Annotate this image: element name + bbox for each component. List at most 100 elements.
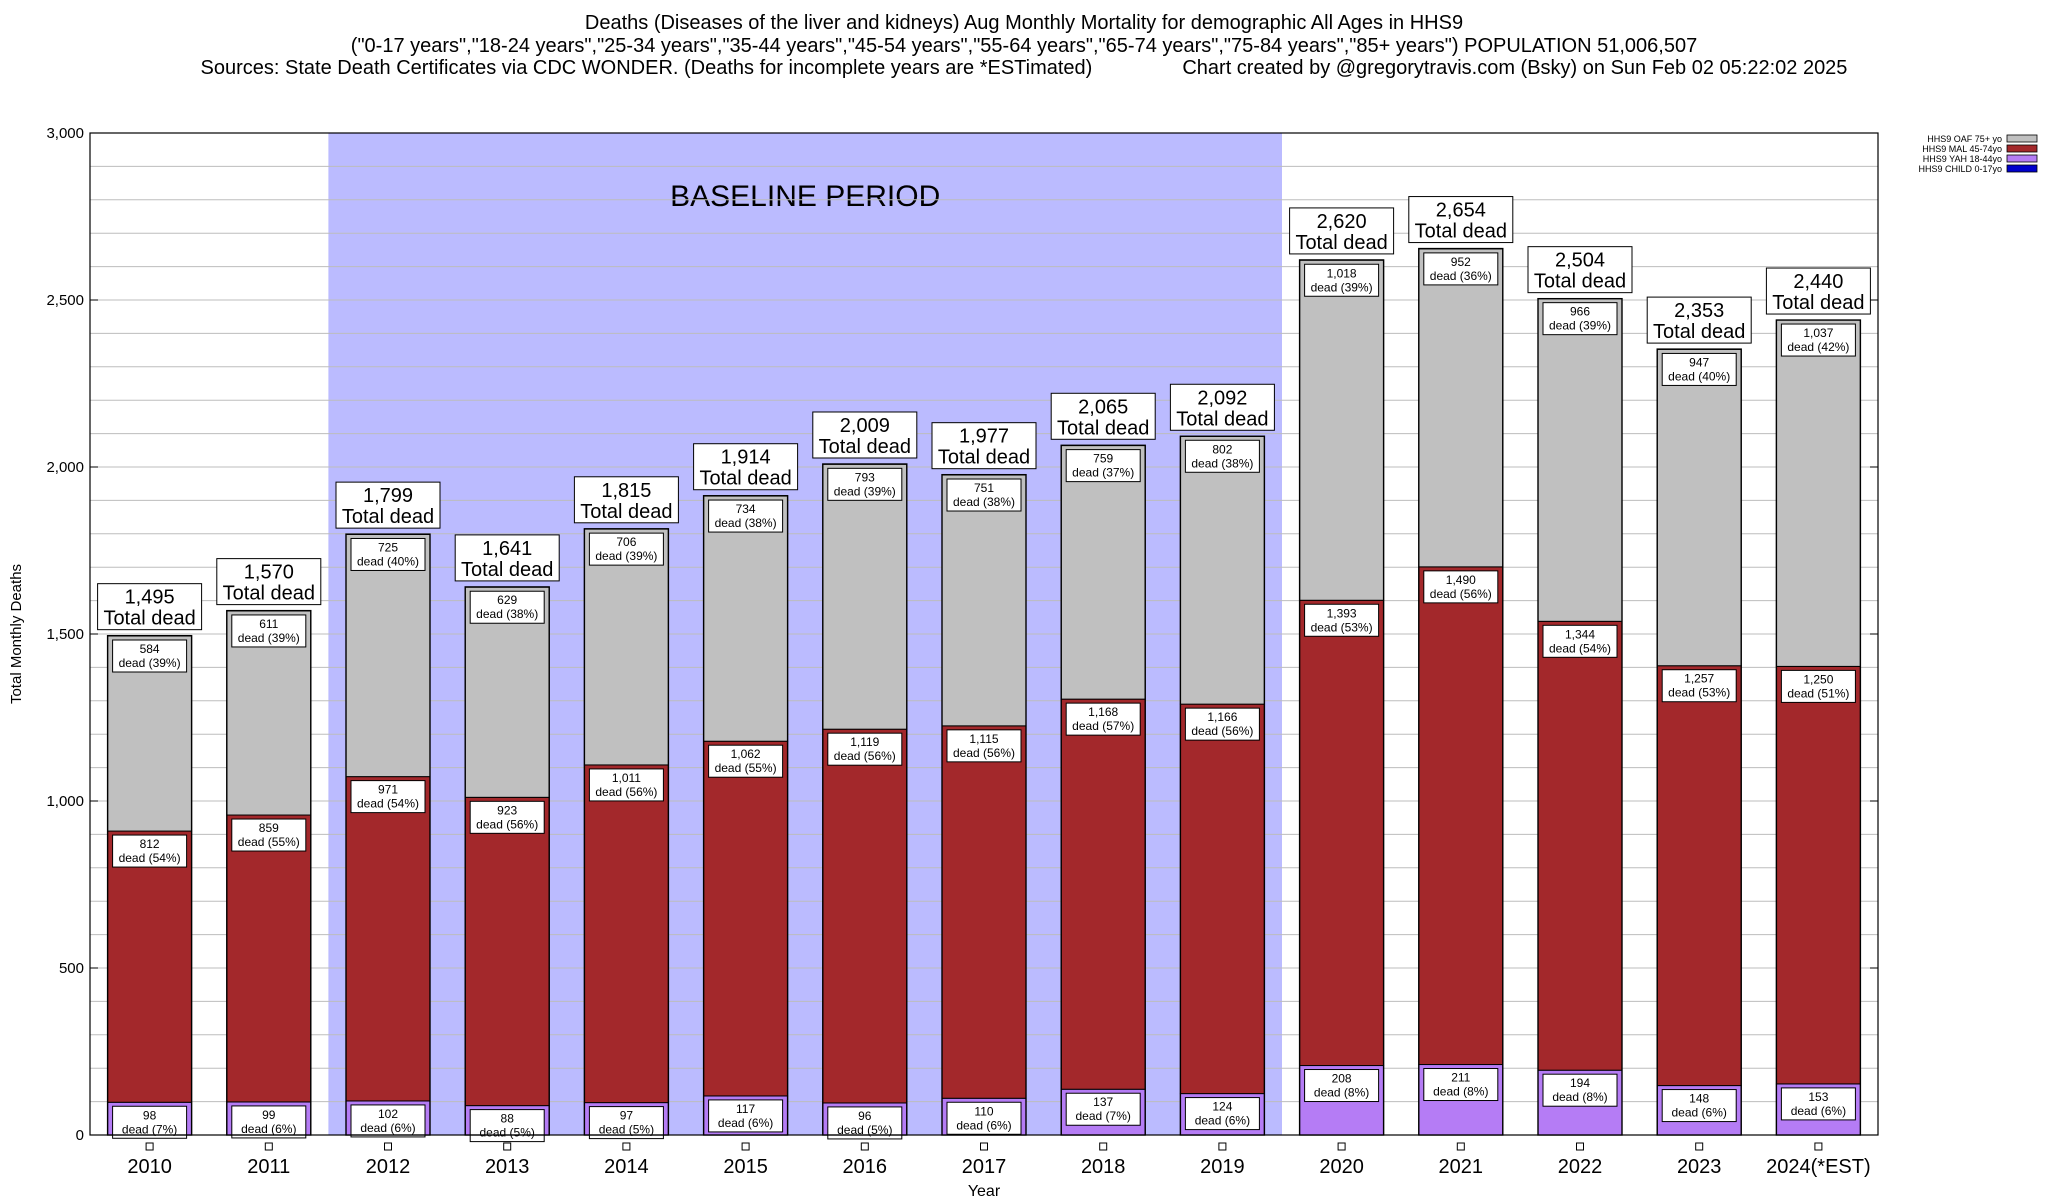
bar-outline — [1656, 348, 1742, 1136]
x-marker — [1814, 1142, 1823, 1151]
segment-label-box — [827, 1106, 903, 1140]
bar-outline — [1179, 435, 1266, 1136]
y-tick-label: 500 — [59, 960, 84, 977]
segment-label-pct: dead (7%) — [122, 1122, 177, 1136]
segment-label-pct: dead (56%) — [834, 749, 896, 763]
segment-label-box — [1661, 669, 1737, 703]
bar-segment — [1656, 665, 1742, 1087]
segment-label-box — [1065, 1092, 1141, 1126]
bar-segment — [107, 830, 193, 1103]
bar-segment — [1060, 698, 1146, 1090]
x-marker — [1695, 1142, 1704, 1151]
x-tick-label: 2024(*EST) — [1766, 1156, 1871, 1178]
segment-label-value: 211 — [1451, 1071, 1470, 1085]
total-label-suffix: Total dead — [223, 583, 315, 605]
chart-title-line-3: Sources: State Death Certificates via CD… — [0, 57, 2048, 79]
baseline-label: BASELINE PERIOD — [670, 180, 940, 213]
bar-segment — [1537, 298, 1623, 622]
x-tick-label: 2010 — [127, 1156, 172, 1178]
x-marker — [622, 1142, 631, 1151]
segment-label-box — [1542, 1073, 1618, 1107]
total-label-value: 2,620 — [1317, 211, 1367, 233]
segment-label-box — [112, 834, 188, 868]
segment-label-pct: dead (8%) — [1314, 1086, 1369, 1100]
total-label-value: 1,977 — [959, 426, 1009, 448]
segment-label-pct: dead (7%) — [1076, 1109, 1131, 1123]
segment-label-value: 88 — [501, 1112, 515, 1126]
segment-label-pct: dead (6%) — [360, 1121, 415, 1135]
x-marker — [1337, 1142, 1346, 1151]
total-label-box — [97, 583, 203, 631]
segment-label-pct: dead (51%) — [1787, 686, 1849, 700]
segment-label-value: 706 — [616, 535, 636, 549]
segment-label-value: 1,250 — [1803, 672, 1833, 686]
segment-label-box — [588, 768, 664, 802]
y-tick-label: 1,000 — [46, 793, 84, 810]
segment-label-box — [350, 780, 426, 814]
bar-segment — [1775, 319, 1861, 667]
segment-label-value: 759 — [1093, 452, 1113, 466]
segment-label-box — [350, 1104, 426, 1138]
bar-outline — [464, 586, 550, 1136]
x-tick-label: 2019 — [1200, 1156, 1245, 1178]
segment-label-value: 1,119 — [850, 735, 879, 749]
x-marker — [1099, 1142, 1108, 1151]
x-marker — [860, 1142, 869, 1151]
segment-label-value: 97 — [620, 1109, 634, 1123]
chart-title-line-2: ("0-17 years","18-24 years","25-34 years… — [350, 35, 1698, 57]
segment-label-pct: dead (56%) — [476, 817, 538, 831]
segment-label-pct: dead (39%) — [834, 484, 896, 498]
bar-segment — [941, 725, 1027, 1099]
segment-label-value: 148 — [1689, 1092, 1709, 1106]
total-label-suffix: Total dead — [819, 436, 911, 458]
bar-segment — [1179, 435, 1265, 705]
legend-label: HHS9 CHILD 0-17yo — [1918, 164, 2002, 174]
total-label-box — [454, 534, 560, 582]
segment-label-box — [1661, 1089, 1737, 1123]
segment-label-value: 96 — [858, 1109, 872, 1123]
segment-label-box — [1184, 439, 1260, 473]
y-axis-title: Total Monthly Deaths — [8, 564, 25, 704]
bar-outline — [1060, 444, 1146, 1136]
total-label-box — [1646, 296, 1752, 344]
bar-segment — [345, 776, 431, 1102]
segment-label-box — [1065, 449, 1141, 483]
total-label-box — [216, 558, 322, 606]
segment-label-pct: dead (56%) — [1430, 587, 1492, 601]
segment-label-pct: dead (36%) — [1430, 269, 1492, 283]
legend-swatch — [2006, 164, 2038, 173]
total-label-box — [335, 481, 441, 529]
bar-outline — [226, 609, 312, 1136]
total-label-value: 2,654 — [1436, 200, 1486, 222]
bar-outline — [345, 533, 431, 1136]
segment-label-value: 725 — [378, 540, 398, 554]
legend-swatch — [2006, 144, 2038, 153]
segment-label-pct: dead (56%) — [595, 785, 657, 799]
segment-label-pct: dead (53%) — [1668, 686, 1730, 700]
total-label-value: 2,009 — [840, 415, 890, 437]
bar-segment — [1656, 348, 1742, 667]
segment-label-value: 99 — [262, 1108, 276, 1122]
segment-label-pct: dead (38%) — [715, 516, 777, 530]
segment-label-box — [1304, 603, 1380, 637]
segment-label-value: 102 — [378, 1107, 398, 1121]
total-label-value: 1,641 — [482, 538, 532, 560]
total-label-suffix: Total dead — [1772, 292, 1864, 314]
segment-label-value: 611 — [259, 617, 278, 631]
legend-label: HHS9 OAF 75+ yo — [1927, 134, 2002, 144]
segment-label-box — [1304, 263, 1380, 297]
total-label-suffix: Total dead — [461, 559, 553, 581]
segment-label-box — [1423, 570, 1499, 604]
segment-label-box — [1780, 1087, 1856, 1121]
segment-label-value: 952 — [1451, 255, 1471, 269]
x-tick-label: 2021 — [1439, 1156, 1484, 1178]
segment-label-box — [827, 732, 903, 766]
segment-label-value: 1,018 — [1327, 266, 1357, 280]
bar-outline — [1775, 319, 1862, 1136]
total-label-suffix: Total dead — [938, 447, 1030, 469]
bar-segment — [1775, 665, 1861, 1085]
bar-outline — [941, 473, 1027, 1136]
segment-label-box — [1780, 669, 1856, 703]
segment-label-pct: dead (8%) — [1433, 1085, 1488, 1099]
